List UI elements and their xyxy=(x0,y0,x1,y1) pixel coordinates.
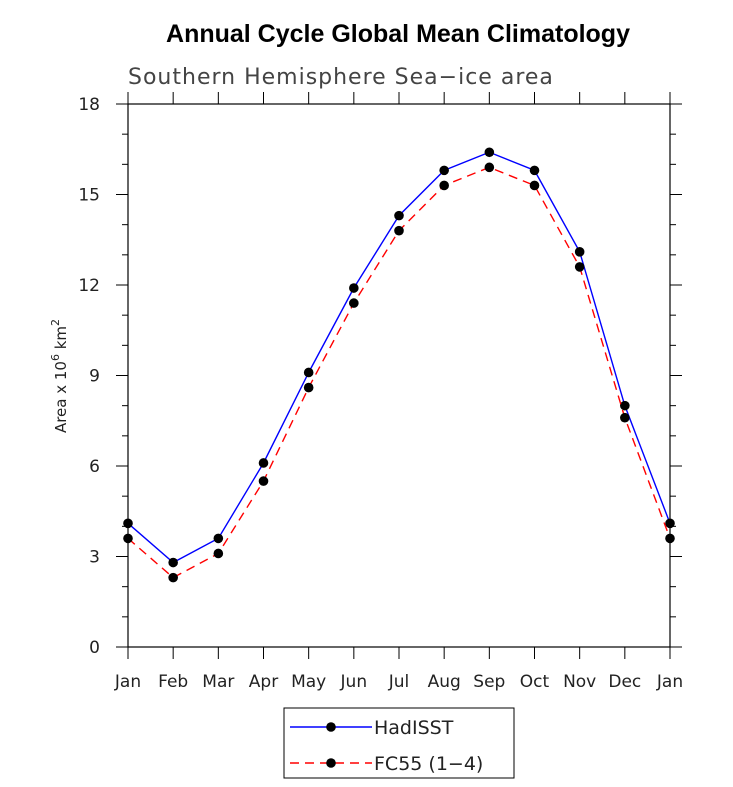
data-point xyxy=(484,162,495,173)
x-tick-label: Mar xyxy=(202,672,234,692)
x-tick-label: Apr xyxy=(249,672,278,692)
y-axis-label-exp2: 2 xyxy=(49,319,62,326)
data-point xyxy=(394,210,404,221)
y-tick-label: 0 xyxy=(89,638,100,658)
x-tick-label: Dec xyxy=(608,672,641,692)
chart-title: Annual Cycle Global Mean Climatology xyxy=(166,20,630,48)
data-point xyxy=(258,458,269,468)
x-tick-label: Feb xyxy=(158,672,188,692)
data-point xyxy=(394,225,404,236)
data-point xyxy=(258,476,269,486)
data-point xyxy=(665,518,675,529)
data-point xyxy=(665,533,675,544)
x-tick-label: Jan xyxy=(656,672,683,692)
data-point xyxy=(168,557,178,568)
y-tick-label: 3 xyxy=(89,548,100,568)
data-point xyxy=(213,548,224,559)
x-tick-label: Aug xyxy=(428,672,461,692)
y-tick-label: 15 xyxy=(78,186,100,206)
y-tick-label: 18 xyxy=(78,95,100,115)
data-point xyxy=(574,262,585,272)
x-tick-label: Jun xyxy=(340,672,368,692)
data-point xyxy=(213,533,224,544)
legend-label-1: FC55 (1−4) xyxy=(374,753,483,775)
y-axis-label: Area x 106 km2 xyxy=(49,319,70,433)
data-point xyxy=(123,518,133,529)
data-point xyxy=(484,147,495,158)
data-point xyxy=(123,533,133,544)
legend-label-0: HadISST xyxy=(374,717,454,739)
y-axis-label-mid: km xyxy=(52,326,70,354)
data-point xyxy=(620,412,630,423)
data-point xyxy=(349,298,359,308)
legend-box xyxy=(283,707,515,779)
data-point xyxy=(620,400,630,411)
legend-marker-0 xyxy=(326,722,336,732)
y-axis-label-exp1: 6 xyxy=(49,354,62,361)
x-tick-label: Nov xyxy=(563,672,596,692)
x-tick-label: Oct xyxy=(520,672,550,692)
data-point xyxy=(303,382,314,393)
data-point xyxy=(529,165,540,176)
x-tick-label: Jul xyxy=(388,672,410,692)
x-tick-label: May xyxy=(291,672,326,692)
legend-marker-1 xyxy=(326,758,336,768)
data-point xyxy=(303,367,314,378)
data-point xyxy=(574,247,585,257)
data-point xyxy=(439,165,449,176)
y-tick-label: 9 xyxy=(89,367,100,387)
axis-ticks: 0 3 6 9 12 15 18 Jan Feb Mar Apr May Jun Jul Aug Sep Oct… xyxy=(78,92,683,692)
y-tick-label: 6 xyxy=(89,457,100,477)
x-tick-label: Jan xyxy=(114,672,141,692)
data-point xyxy=(349,283,359,293)
plot-frame xyxy=(127,103,671,648)
y-tick-label: 12 xyxy=(78,276,100,296)
data-point xyxy=(529,180,540,191)
series-group xyxy=(123,147,675,583)
chart-subtitle: Southern Hemisphere Sea−ice area xyxy=(128,65,554,90)
y-axis-label-prefix: Area x 10 xyxy=(52,361,70,433)
legend: HadISST FC55 (1−4) xyxy=(290,717,483,775)
data-point xyxy=(168,572,178,583)
data-point xyxy=(439,180,449,191)
x-tick-label: Sep xyxy=(473,672,505,692)
